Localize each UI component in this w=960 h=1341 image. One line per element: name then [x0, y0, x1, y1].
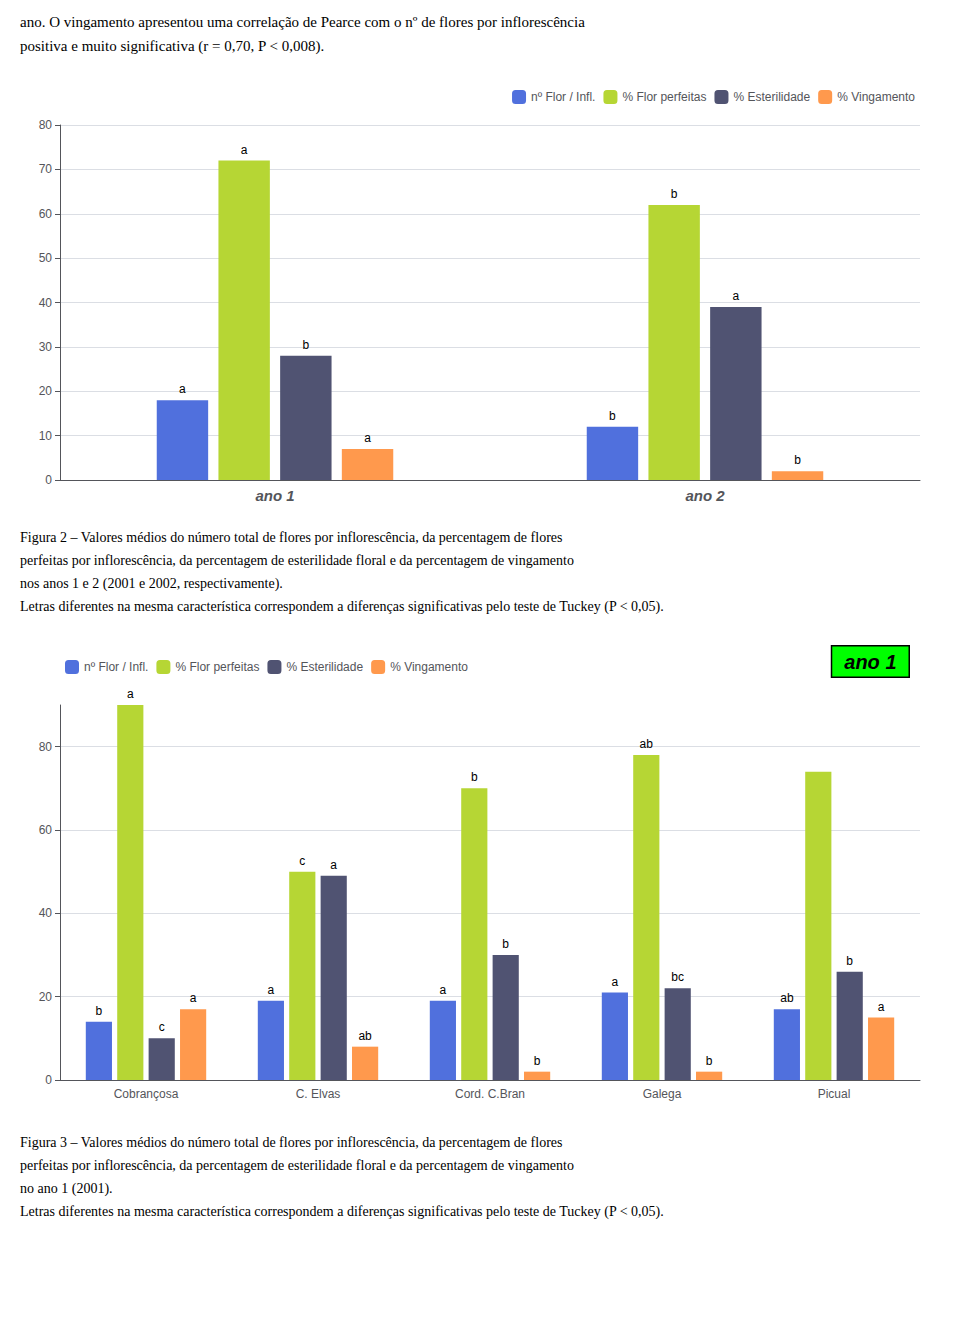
- svg-text:a: a: [440, 983, 447, 997]
- svg-text:c: c: [299, 854, 305, 868]
- svg-text:no ano 1 (2001).: no ano 1 (2001).: [20, 1181, 113, 1197]
- svg-text:b: b: [502, 937, 509, 951]
- svg-text:b: b: [534, 1054, 541, 1068]
- svg-text:b: b: [846, 954, 853, 968]
- svg-text:b: b: [671, 187, 678, 201]
- svg-text:Figura 2 – Valores médios do n: Figura 2 – Valores médios do número tota…: [20, 530, 562, 545]
- svg-text:20: 20: [39, 384, 53, 398]
- svg-text:perfeitas por inflorescência,: perfeitas por inflorescência, da percent…: [20, 1158, 574, 1173]
- svg-text:a: a: [733, 289, 740, 303]
- svg-text:a: a: [612, 975, 619, 989]
- svg-text:60: 60: [39, 823, 53, 837]
- svg-text:b: b: [471, 770, 478, 784]
- svg-text:ano. O vingamento apresentou u: ano. O vingamento apresentou uma correla…: [20, 14, 585, 30]
- svg-text:nos anos 1 e 2 (2001 e 2002, r: nos anos 1 e 2 (2001 e 2002, respectivam…: [20, 576, 283, 592]
- svg-text:40: 40: [39, 296, 53, 310]
- svg-text:Galega: Galega: [643, 1087, 682, 1101]
- svg-text:70: 70: [39, 162, 53, 176]
- svg-text:nº Flor / Infl.: nº Flor / Infl.: [84, 660, 148, 674]
- svg-text:positiva e muito significativa: positiva e muito significativa (r = 0,70…: [20, 38, 324, 55]
- svg-text:30: 30: [39, 340, 53, 354]
- svg-text:ab: ab: [640, 737, 654, 751]
- svg-text:b: b: [303, 338, 310, 352]
- svg-text:a: a: [268, 983, 275, 997]
- svg-text:Cord. C.Bran: Cord. C.Bran: [455, 1087, 525, 1101]
- svg-text:b: b: [794, 453, 801, 467]
- svg-text:% Vingamento: % Vingamento: [390, 660, 468, 674]
- svg-text:a: a: [878, 1000, 885, 1014]
- svg-text:50: 50: [39, 251, 53, 265]
- svg-text:a: a: [127, 687, 134, 701]
- svg-text:b: b: [706, 1054, 713, 1068]
- svg-text:0: 0: [45, 473, 52, 487]
- svg-text:% Flor perfeitas: % Flor perfeitas: [175, 660, 259, 674]
- svg-text:a: a: [179, 382, 186, 396]
- svg-text:a: a: [330, 858, 337, 872]
- svg-text:ab: ab: [780, 991, 794, 1005]
- svg-text:bc: bc: [671, 970, 684, 984]
- svg-text:80: 80: [39, 118, 53, 132]
- svg-text:% Flor perfeitas: % Flor perfeitas: [622, 90, 706, 104]
- svg-text:20: 20: [39, 990, 53, 1004]
- svg-text:a: a: [241, 143, 248, 157]
- svg-text:nº Flor / Infl.: nº Flor / Infl.: [531, 90, 595, 104]
- svg-text:b: b: [96, 1004, 103, 1018]
- svg-text:Letras diferentes na mesma car: Letras diferentes na mesma característic…: [20, 599, 664, 615]
- svg-text:60: 60: [39, 207, 53, 221]
- svg-text:40: 40: [39, 906, 53, 920]
- svg-text:ano 1: ano 1: [844, 651, 896, 673]
- svg-text:% Esterilidade: % Esterilidade: [733, 90, 810, 104]
- svg-text:b: b: [609, 409, 616, 423]
- svg-text:% Esterilidade: % Esterilidade: [286, 660, 363, 674]
- svg-text:% Vingamento: % Vingamento: [837, 90, 915, 104]
- svg-text:perfeitas por inflorescência,: perfeitas por inflorescência, da percent…: [20, 553, 574, 568]
- svg-text:Figura 3 – Valores médios do n: Figura 3 – Valores médios do número tota…: [20, 1135, 562, 1150]
- svg-text:Cobrançosa: Cobrançosa: [114, 1087, 179, 1101]
- svg-text:a: a: [190, 991, 197, 1005]
- svg-text:ano 1: ano 1: [255, 487, 294, 504]
- svg-text:80: 80: [39, 740, 53, 754]
- svg-text:Picual: Picual: [818, 1087, 851, 1101]
- svg-text:0: 0: [45, 1073, 52, 1087]
- svg-text:C. Elvas: C. Elvas: [296, 1087, 341, 1101]
- svg-text:10: 10: [39, 429, 53, 443]
- svg-text:ano 2: ano 2: [685, 487, 725, 504]
- svg-text:c: c: [159, 1020, 165, 1034]
- svg-text:Letras diferentes na mesma car: Letras diferentes na mesma característic…: [20, 1204, 664, 1220]
- svg-text:ab: ab: [358, 1029, 372, 1043]
- svg-text:a: a: [364, 431, 371, 445]
